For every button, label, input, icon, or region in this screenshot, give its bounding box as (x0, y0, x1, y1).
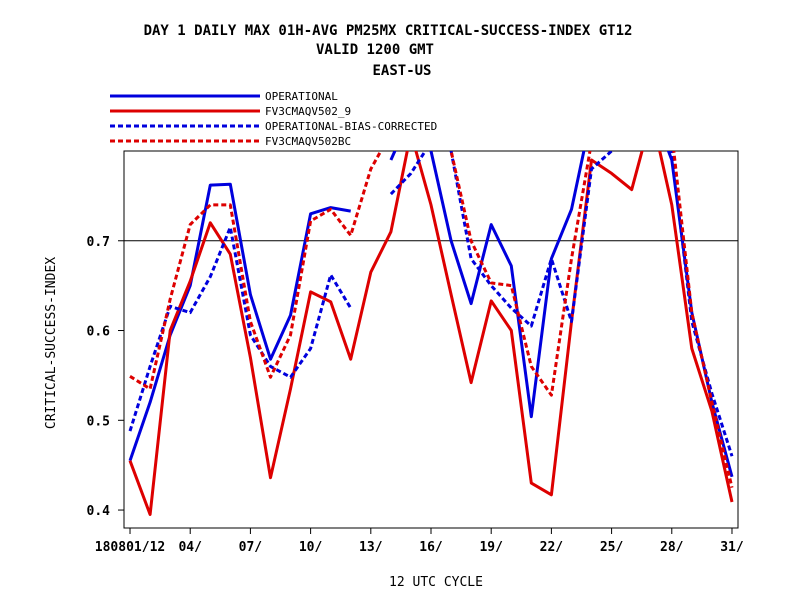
x-tick-label-1: 04/ (178, 540, 202, 555)
series-line-3-segment-0 (129, 151, 734, 488)
chart-title-line-3: EAST-US (372, 63, 431, 79)
series-line-0-segment-0 (128, 182, 351, 462)
chart-title-line-2: VALID 1200 GMT (316, 42, 434, 58)
x-tick-label-8: 25/ (600, 540, 624, 555)
x-tick-label-2: 07/ (239, 540, 263, 555)
x-tick-label-10: 31/ (720, 540, 744, 555)
x-tick-label-4: 13/ (359, 540, 383, 555)
y-axis-title: CRITICAL-SUCCESS-INDEX (44, 257, 59, 429)
legend-label-3: FV3CMAQV502BC (265, 135, 351, 148)
x-axis: 180801/12 04/07/10/13/16/19/22/25/28/31/ (95, 528, 744, 555)
series-layer (128, 151, 734, 516)
x-tick-label-6: 19/ (479, 540, 503, 555)
legend-label-1: FV3CMAQV502_9 (265, 105, 351, 118)
x-tick-label-7: 22/ (540, 540, 564, 555)
y-tick-label-1: 0.5 (87, 414, 110, 429)
x-axis-title: 12 UTC CYCLE (389, 575, 483, 590)
x-tick-label-0: 180801/12 (95, 540, 165, 555)
x-tick-label-5: 16/ (419, 540, 443, 555)
y-tick-label-3: 0.7 (87, 235, 110, 250)
chart-title-line-1: DAY 1 DAILY MAX 01H-AVG PM25MX CRITICAL-… (144, 23, 633, 39)
x-tick-label-3: 10/ (299, 540, 323, 555)
y-tick-label-2: 0.6 (87, 325, 111, 340)
y-tick-label-0: 0.4 (87, 504, 111, 519)
series-line-0-segment-1 (389, 151, 734, 478)
legend-label-2: OPERATIONAL-BIAS-CORRECTED (265, 120, 437, 133)
series-line-1-segment-0 (128, 151, 734, 516)
x-tick-label-9: 28/ (660, 540, 684, 555)
legend: OPERATIONAL FV3CMAQV502_9 OPERATIONAL-BIAS… (110, 90, 437, 148)
legend-label-0: OPERATIONAL (265, 90, 338, 103)
y-axis: 0.4 0.5 0.6 0.7 (87, 235, 124, 519)
